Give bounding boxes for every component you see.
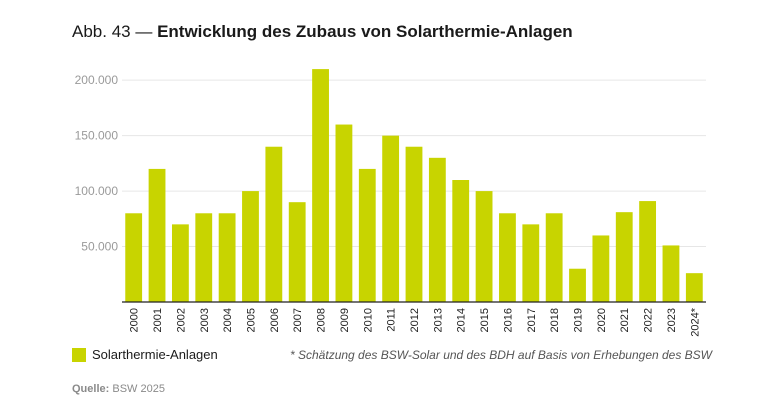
x-tick-label: 2004	[222, 308, 234, 332]
bar-2014	[452, 180, 470, 302]
x-tick-label: 2024*	[689, 307, 701, 336]
bar-2009	[335, 124, 353, 302]
x-tick-label: 2010	[362, 308, 374, 332]
x-tick-label: 2015	[479, 308, 491, 332]
x-tick-label: 2018	[549, 308, 561, 332]
x-tick-label: 2016	[502, 308, 514, 332]
bar-2021	[615, 212, 633, 302]
legend: Solarthermie-Anlagen	[72, 347, 218, 362]
x-tick-label: 2022	[643, 308, 655, 332]
y-tick-label: 100.000	[75, 184, 119, 198]
x-tick-label: 2021	[619, 308, 631, 332]
source-value: BSW 2025	[112, 383, 165, 395]
x-tick-label: 2012	[409, 308, 421, 332]
bar-2006	[265, 146, 283, 302]
bar-2004	[218, 213, 236, 302]
bar-2015	[475, 191, 493, 302]
bar-2010	[358, 168, 376, 302]
bar-2023	[662, 245, 680, 302]
y-tick-label: 200.000	[75, 73, 119, 87]
y-axis-ticks: 50.000 100.000 150.000 200.000	[75, 73, 119, 253]
footnote: * Schätzung des BSW-Solar und des BDH au…	[290, 348, 713, 362]
bars	[125, 69, 703, 302]
x-tick-label: 2005	[245, 308, 257, 332]
x-tick-label: 2007	[292, 308, 304, 332]
bar-2020	[592, 235, 610, 302]
x-tick-label: 2000	[129, 308, 141, 332]
bar-2002	[171, 224, 189, 302]
figure-title: Entwicklung des Zubaus von Solarthermie-…	[157, 22, 573, 41]
figure-number: Abb. 43 —	[72, 22, 153, 41]
bar-2011	[382, 135, 400, 302]
x-tick-label: 2006	[269, 308, 281, 332]
x-axis-ticks: 2000 2001 2002 2003 2004 2005 2006 2007 2008 2009…	[129, 307, 702, 336]
x-tick-label: 2023	[666, 308, 678, 332]
legend-swatch	[72, 347, 86, 362]
bar-2007	[288, 202, 306, 302]
bar-2019	[569, 268, 586, 302]
x-tick-label: 2014	[456, 308, 468, 332]
bar-2005	[242, 191, 259, 302]
bar-2024	[685, 273, 703, 302]
bar-2001	[148, 168, 166, 302]
bar-2013	[428, 157, 446, 302]
x-tick-label: 2013	[432, 308, 444, 332]
x-tick-label: 2009	[339, 308, 351, 332]
x-tick-label: 2003	[199, 308, 211, 332]
bar-2008	[312, 69, 329, 302]
bar-2003	[195, 213, 213, 302]
bar-2018	[545, 213, 563, 302]
y-tick-label: 50.000	[81, 240, 118, 254]
bar-2016	[499, 213, 516, 302]
x-tick-label: 2011	[386, 308, 398, 332]
x-tick-label: 2019	[573, 308, 585, 332]
chart-title: Abb. 43 — Entwicklung des Zubaus von Sol…	[72, 22, 573, 42]
bar-2012	[405, 146, 423, 302]
y-tick-label: 150.000	[75, 129, 119, 143]
legend-label: Solarthermie-Anlagen	[92, 347, 218, 362]
bar-2000	[125, 213, 143, 302]
source-note: Quelle: BSW 2025	[72, 383, 165, 395]
x-tick-label: 2020	[596, 308, 608, 332]
bar-2017	[522, 224, 540, 302]
x-tick-label: 2017	[526, 308, 538, 332]
x-tick-label: 2008	[316, 308, 328, 332]
x-tick-label: 2002	[175, 308, 187, 332]
bar-2022	[639, 201, 657, 302]
source-label: Quelle:	[72, 383, 110, 395]
x-tick-label: 2001	[152, 308, 164, 332]
